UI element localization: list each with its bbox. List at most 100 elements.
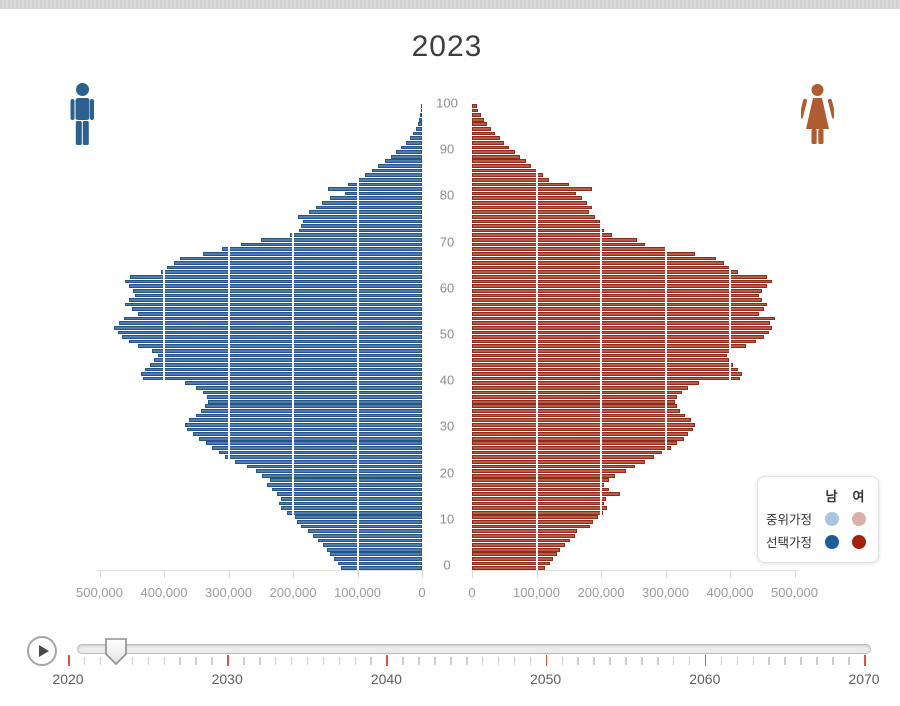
male-age-bar[interactable] <box>296 520 422 524</box>
male-age-bar[interactable] <box>234 459 422 464</box>
female-age-bar[interactable] <box>472 182 569 187</box>
male-age-bar[interactable] <box>298 214 422 219</box>
male-age-bar[interactable] <box>330 196 422 201</box>
male-age-bar[interactable] <box>202 251 422 256</box>
male-age-bar[interactable] <box>205 441 422 446</box>
male-age-bar[interactable] <box>196 413 422 418</box>
female-age-bar[interactable] <box>472 103 478 108</box>
female-age-bar[interactable] <box>472 561 551 566</box>
female-age-bar[interactable] <box>472 566 545 570</box>
female-age-bar[interactable] <box>472 390 682 395</box>
male-age-bar[interactable] <box>357 177 422 182</box>
male-age-bar[interactable] <box>278 501 422 506</box>
female-age-bar[interactable] <box>472 316 776 321</box>
male-age-bar[interactable] <box>202 390 422 395</box>
female-age-bar[interactable] <box>472 312 760 316</box>
female-age-bar[interactable] <box>472 335 764 339</box>
male-age-bar[interactable] <box>207 399 422 404</box>
female-age-bar[interactable] <box>472 238 638 242</box>
male-age-bar[interactable] <box>281 496 422 501</box>
female-age-bar[interactable] <box>472 492 620 497</box>
male-age-bar[interactable] <box>299 228 422 233</box>
male-age-bar[interactable] <box>124 316 422 321</box>
male-age-bar[interactable] <box>196 386 422 390</box>
male-age-bar[interactable] <box>338 561 422 566</box>
female-age-bar[interactable] <box>472 552 558 557</box>
female-age-bar[interactable] <box>472 127 492 131</box>
female-age-bar[interactable] <box>472 538 571 543</box>
male-age-bar[interactable] <box>184 422 422 427</box>
male-age-bar[interactable] <box>309 210 422 214</box>
female-age-bar[interactable] <box>472 422 695 427</box>
female-age-bar[interactable] <box>472 496 607 501</box>
female-age-bar[interactable] <box>472 242 645 247</box>
male-age-bar[interactable] <box>201 409 422 413</box>
male-age-bar[interactable] <box>160 270 422 275</box>
male-age-bar[interactable] <box>391 154 422 159</box>
timeline-thumb[interactable] <box>104 637 128 666</box>
female-age-bar[interactable] <box>472 145 509 150</box>
male-age-bar[interactable] <box>125 279 422 284</box>
female-age-bar[interactable] <box>472 413 685 418</box>
male-age-bar[interactable] <box>412 131 422 136</box>
female-age-bar[interactable] <box>472 395 678 399</box>
female-age-bar[interactable] <box>472 367 738 372</box>
female-age-bar[interactable] <box>472 520 594 524</box>
male-age-bar[interactable] <box>117 330 422 335</box>
male-age-bar[interactable] <box>365 173 422 177</box>
female-age-bar[interactable] <box>472 473 616 478</box>
female-age-bar[interactable] <box>472 136 500 140</box>
male-age-bar[interactable] <box>272 487 422 492</box>
male-age-bar[interactable] <box>326 547 422 552</box>
male-age-bar[interactable] <box>222 247 422 251</box>
female-age-bar[interactable] <box>472 515 598 520</box>
female-age-bar[interactable] <box>472 381 700 386</box>
female-age-bar[interactable] <box>472 321 770 325</box>
female-age-bar[interactable] <box>472 177 549 182</box>
female-age-bar[interactable] <box>472 159 526 164</box>
female-age-bar[interactable] <box>472 325 772 330</box>
male-age-bar[interactable] <box>334 557 422 561</box>
female-age-bar[interactable] <box>472 362 734 367</box>
male-age-bar[interactable] <box>193 432 422 436</box>
female-age-bar[interactable] <box>472 122 488 127</box>
female-age-bar[interactable] <box>472 446 671 450</box>
male-age-bar[interactable] <box>401 145 422 150</box>
male-age-bar[interactable] <box>384 159 422 164</box>
male-age-bar[interactable] <box>152 349 422 353</box>
female-age-bar[interactable] <box>472 288 763 293</box>
male-age-bar[interactable] <box>241 242 422 247</box>
male-age-bar[interactable] <box>128 298 422 302</box>
female-age-bar[interactable] <box>472 418 692 423</box>
female-age-bar[interactable] <box>472 432 689 436</box>
male-age-bar[interactable] <box>276 492 422 497</box>
male-age-bar[interactable] <box>289 233 422 238</box>
female-age-bar[interactable] <box>472 483 605 487</box>
female-age-bar[interactable] <box>472 247 666 251</box>
female-age-bar[interactable] <box>472 339 756 344</box>
male-age-bar[interactable] <box>396 150 422 154</box>
female-age-bar[interactable] <box>472 441 678 446</box>
male-age-bar[interactable] <box>255 469 422 473</box>
female-age-bar[interactable] <box>472 201 587 205</box>
female-age-bar[interactable] <box>472 196 582 201</box>
female-age-bar[interactable] <box>472 150 515 154</box>
female-age-bar[interactable] <box>472 459 645 464</box>
male-age-bar[interactable] <box>371 168 422 173</box>
female-age-bar[interactable] <box>472 131 496 136</box>
female-age-bar[interactable] <box>472 436 684 441</box>
female-age-bar[interactable] <box>472 372 742 376</box>
male-age-bar[interactable] <box>184 381 422 386</box>
male-age-bar[interactable] <box>142 376 422 381</box>
male-age-bar[interactable] <box>188 418 422 423</box>
female-age-bar[interactable] <box>472 270 738 275</box>
female-age-bar[interactable] <box>472 487 609 492</box>
male-age-bar[interactable] <box>180 256 422 261</box>
female-age-bar[interactable] <box>472 450 663 455</box>
female-age-bar[interactable] <box>472 376 740 381</box>
male-age-bar[interactable] <box>173 261 422 265</box>
male-age-bar[interactable] <box>322 201 422 205</box>
male-age-bar[interactable] <box>322 543 422 547</box>
female-age-bar[interactable] <box>472 307 764 312</box>
male-age-bar[interactable] <box>280 506 422 510</box>
